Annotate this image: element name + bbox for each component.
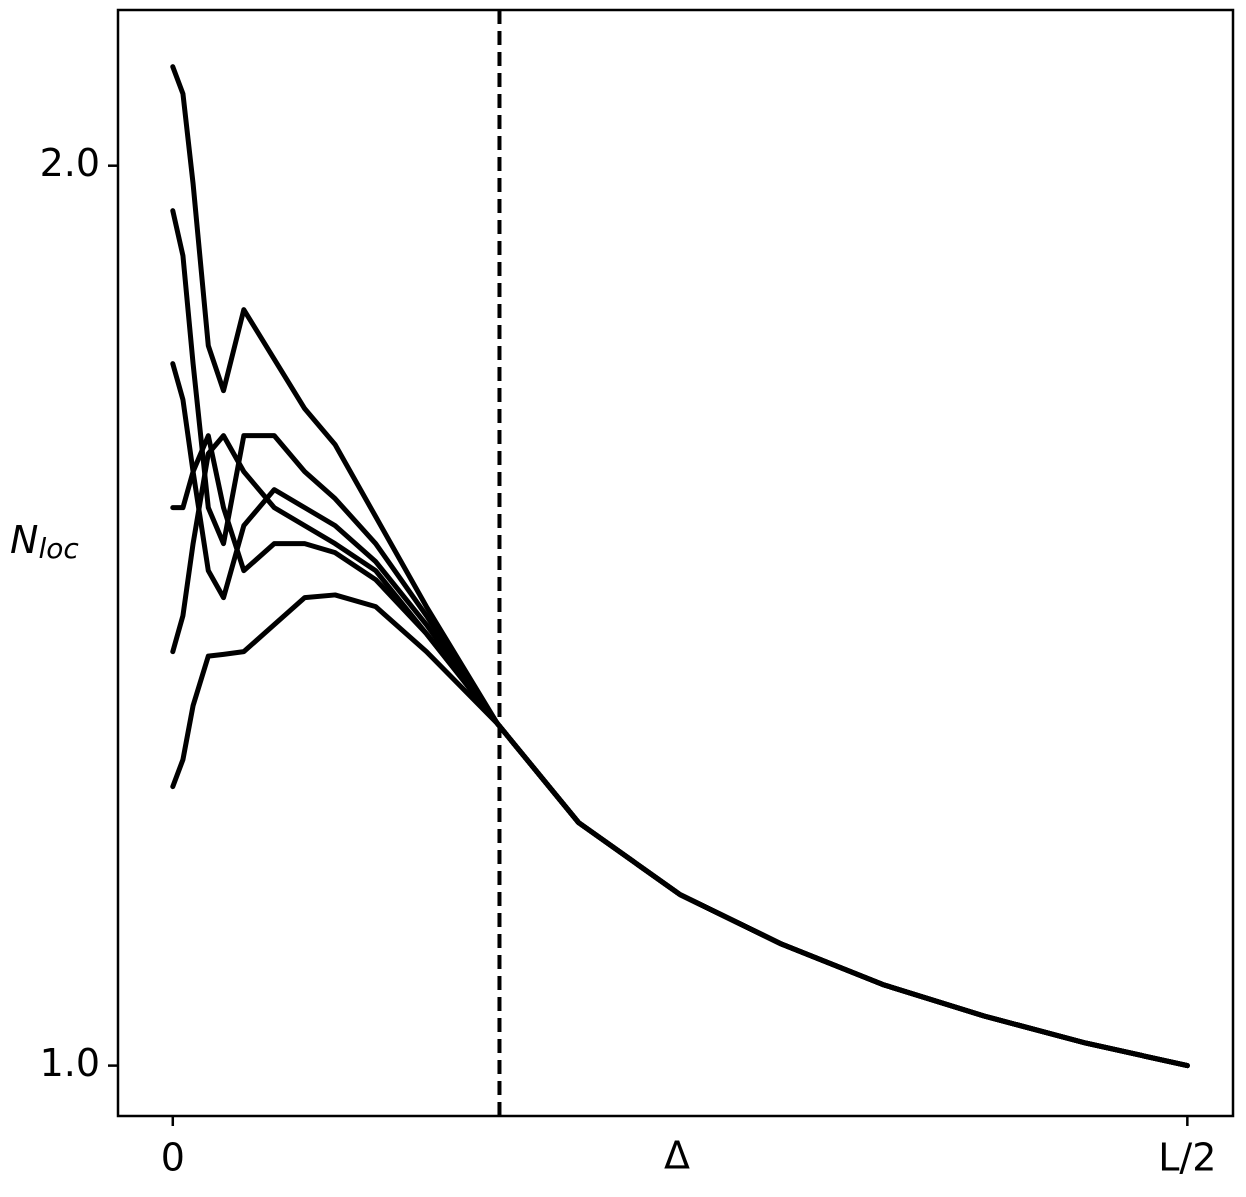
y-label-main: N (10, 518, 38, 562)
y-axis-label: Nloc (10, 518, 79, 566)
line-series (170, 208, 1190, 1069)
line-series (170, 433, 1190, 1069)
y-tick-label: 1.0 (40, 1041, 100, 1085)
x-axis-label: Δ (664, 1134, 690, 1178)
x-tick-label: 0 (161, 1136, 185, 1180)
x-tick-label: L/2 (1158, 1136, 1216, 1180)
plot-frame (116, 8, 1235, 1118)
line-series (170, 433, 1190, 1069)
line-series (170, 361, 1190, 1069)
line-series (170, 592, 1190, 1069)
y-label-subscript: loc (38, 532, 79, 565)
y-tick-label: 2.0 (40, 141, 100, 185)
line-series (170, 64, 1190, 1069)
